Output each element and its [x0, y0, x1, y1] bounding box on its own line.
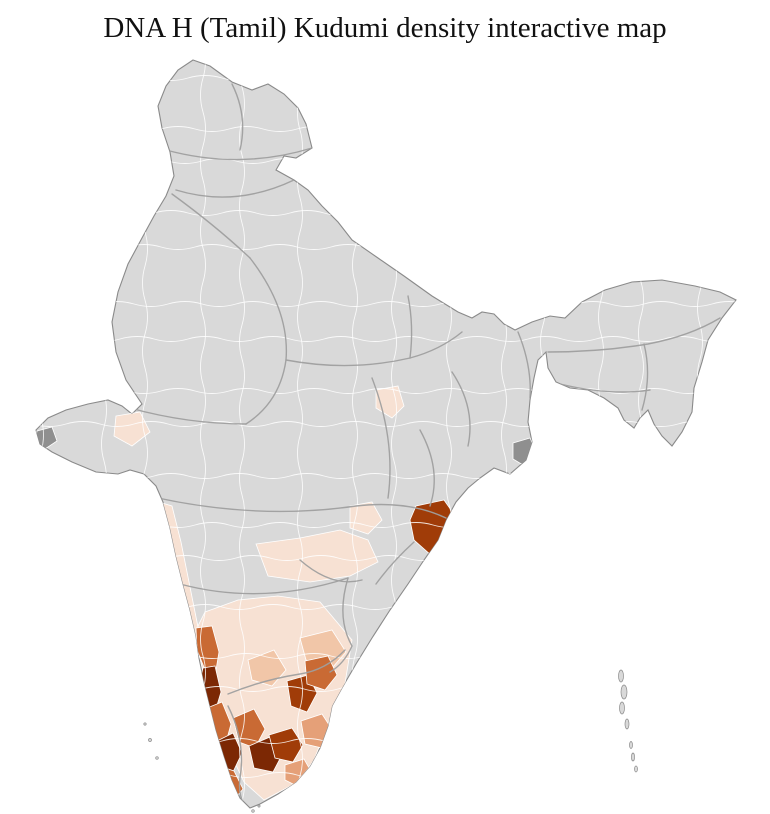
andaman-island: [624, 718, 630, 730]
district-tamilnadu-northeast[interactable]: [304, 655, 338, 691]
south-islet: [251, 809, 255, 813]
andaman-island: [618, 669, 624, 683]
lakshadweep-island: [155, 756, 159, 760]
district-andhra-south[interactable]: [299, 629, 347, 669]
district-tamilnadu-mid[interactable]: [268, 727, 304, 763]
nicobar-island: [631, 752, 635, 762]
lakshadweep-island: [143, 722, 147, 726]
south-islet: [257, 804, 261, 808]
state-boundaries: [129, 83, 721, 805]
andaman-island: [619, 701, 625, 715]
nicobar-island: [629, 741, 633, 749]
district-kutch-gray[interactable]: [35, 426, 58, 450]
page-title: DNA H (Tamil) Kudumi density interactive…: [103, 12, 667, 44]
andaman-island: [620, 684, 628, 700]
lakshadweep-island: [148, 738, 152, 742]
nicobar-island: [634, 765, 638, 773]
island-chains: [143, 669, 638, 813]
district-gujarat-pale[interactable]: [113, 411, 151, 447]
